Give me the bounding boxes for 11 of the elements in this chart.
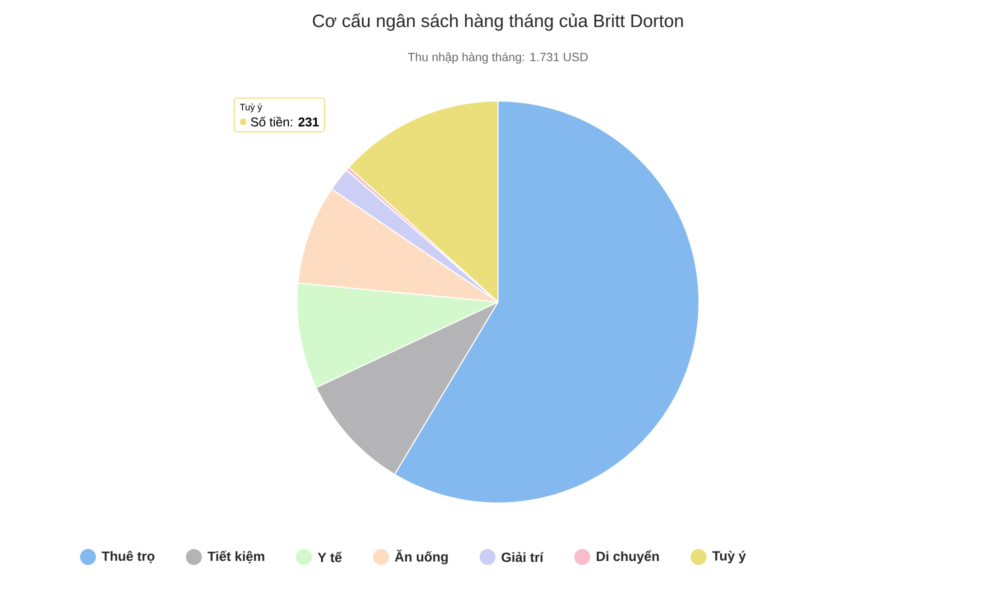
- legend-label: Thuê trọ: [102, 550, 154, 564]
- legend-label: Giải trí: [502, 552, 544, 562]
- text: Số tiền: 231: [250, 116, 319, 126]
- chart-subtitle: Thu nhập hàng tháng: 1.731 USD: [408, 52, 588, 64]
- legend-label: Di chuyển: [596, 550, 659, 564]
- legend-label: Tuỳ ý: [712, 550, 746, 564]
- legend-label: Y tế: [318, 552, 342, 562]
- text: Tuỳ ý: [240, 103, 262, 112]
- legend-label: Tiết kiệm: [208, 550, 264, 564]
- chart-title: Cơ cấu ngân sách hàng tháng của Britt Dorton: [312, 13, 683, 31]
- legend-label: Ăn uống: [394, 550, 448, 564]
